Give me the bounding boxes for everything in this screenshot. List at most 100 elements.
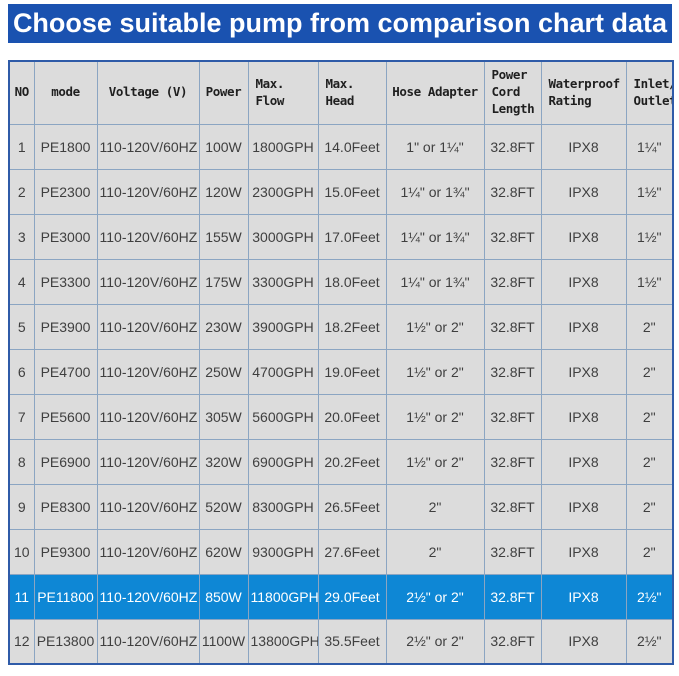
table-row: 8 PE6900 110-120V/60HZ 320W 6900GPH 20.2Feet 1… xyxy=(8,438,674,485)
table-body: 1 PE1800 110-120V/60HZ 100W 1800GPH 14.0Feet 1… xyxy=(8,123,674,665)
cell-power: 175W xyxy=(198,258,249,305)
table-row: 7 PE5600 110-120V/60HZ 305W 5600GPH 20.0Feet 1… xyxy=(8,393,674,440)
col-header-voltage-v: Voltage (V) xyxy=(96,60,200,125)
cell-mode: PE5600 xyxy=(33,393,98,440)
cell-no: 9 xyxy=(8,483,35,530)
cell-voltage-v: 110-120V/60HZ xyxy=(96,393,200,440)
cell-no: 4 xyxy=(8,258,35,305)
cell-inlet-outlet: 2" xyxy=(625,483,674,530)
cell-max-head: 17.0Feet xyxy=(317,213,387,260)
cell-voltage-v: 110-120V/60HZ xyxy=(96,303,200,350)
cell-hose-adapter: 2" xyxy=(385,483,485,530)
col-header-power: Power xyxy=(198,60,249,125)
cell-no: 5 xyxy=(8,303,35,350)
cell-max-flow: 6900GPH xyxy=(247,438,319,485)
cell-voltage-v: 110-120V/60HZ xyxy=(96,483,200,530)
cell-waterproof-rating: IPX8 xyxy=(540,123,627,170)
cell-waterproof-rating: IPX8 xyxy=(540,258,627,305)
cell-power-cord-length: 32.8FT xyxy=(483,438,542,485)
cell-no: 11 xyxy=(8,573,35,620)
cell-max-head: 18.0Feet xyxy=(317,258,387,305)
cell-voltage-v: 110-120V/60HZ xyxy=(96,348,200,395)
col-header-waterproof-rating: Waterproof Rating xyxy=(540,60,627,125)
cell-max-head: 20.2Feet xyxy=(317,438,387,485)
cell-power-cord-length: 32.8FT xyxy=(483,303,542,350)
cell-hose-adapter: 1¼" or 1¾" xyxy=(385,213,485,260)
cell-hose-adapter: 1½" or 2" xyxy=(385,438,485,485)
cell-max-flow: 3000GPH xyxy=(247,213,319,260)
col-header-power-cord-length: Power Cord Length xyxy=(483,60,542,125)
table-header: NO mode Voltage (V) Power Max. Flow Max. Head… xyxy=(8,60,674,125)
cell-power: 155W xyxy=(198,213,249,260)
table-row: 1 PE1800 110-120V/60HZ 100W 1800GPH 14.0Feet 1… xyxy=(8,123,674,170)
table-row: 4 PE3300 110-120V/60HZ 175W 3300GPH 18.0Feet 1… xyxy=(8,258,674,305)
cell-power-cord-length: 32.8FT xyxy=(483,528,542,575)
cell-mode: PE3300 xyxy=(33,258,98,305)
cell-inlet-outlet: 2" xyxy=(625,438,674,485)
cell-mode: PE11800 xyxy=(33,573,98,620)
cell-inlet-outlet: 2½" xyxy=(625,573,674,620)
cell-power-cord-length: 32.8FT xyxy=(483,348,542,395)
cell-power: 120W xyxy=(198,168,249,215)
cell-voltage-v: 110-120V/60HZ xyxy=(96,258,200,305)
cell-max-flow: 2300GPH xyxy=(247,168,319,215)
table-row: 9 PE8300 110-120V/60HZ 520W 8300GPH 26.5Feet 2… xyxy=(8,483,674,530)
cell-voltage-v: 110-120V/60HZ xyxy=(96,573,200,620)
cell-power-cord-length: 32.8FT xyxy=(483,393,542,440)
cell-no: 3 xyxy=(8,213,35,260)
page-title: Choose suitable pump from comparison cha… xyxy=(8,4,672,43)
cell-max-head: 15.0Feet xyxy=(317,168,387,215)
cell-hose-adapter: 2½" or 2" xyxy=(385,573,485,620)
cell-inlet-outlet: 2" xyxy=(625,393,674,440)
cell-waterproof-rating: IPX8 xyxy=(540,438,627,485)
cell-no: 6 xyxy=(8,348,35,395)
cell-inlet-outlet: 2½" xyxy=(625,618,674,665)
cell-power: 100W xyxy=(198,123,249,170)
cell-hose-adapter: 1" or 1¼" xyxy=(385,123,485,170)
col-header-max-flow: Max. Flow xyxy=(247,60,319,125)
cell-waterproof-rating: IPX8 xyxy=(540,303,627,350)
cell-power: 620W xyxy=(198,528,249,575)
cell-no: 1 xyxy=(8,123,35,170)
cell-max-flow: 11800GPH xyxy=(247,573,319,620)
cell-power: 850W xyxy=(198,573,249,620)
cell-waterproof-rating: IPX8 xyxy=(540,168,627,215)
pump-comparison-table: NO mode Voltage (V) Power Max. Flow Max. Head… xyxy=(8,60,674,665)
cell-mode: PE1800 xyxy=(33,123,98,170)
cell-mode: PE6900 xyxy=(33,438,98,485)
cell-hose-adapter: 2½" or 2" xyxy=(385,618,485,665)
cell-no: 7 xyxy=(8,393,35,440)
col-header-max-head: Max. Head xyxy=(317,60,387,125)
cell-hose-adapter: 1½" or 2" xyxy=(385,303,485,350)
cell-inlet-outlet: 1½" xyxy=(625,168,674,215)
table-row: 6 PE4700 110-120V/60HZ 250W 4700GPH 19.0Feet 1… xyxy=(8,348,674,395)
cell-voltage-v: 110-120V/60HZ xyxy=(96,438,200,485)
cell-waterproof-rating: IPX8 xyxy=(540,393,627,440)
cell-hose-adapter: 1½" or 2" xyxy=(385,393,485,440)
cell-inlet-outlet: 1¼" xyxy=(625,123,674,170)
cell-hose-adapter: 1¼" or 1¾" xyxy=(385,168,485,215)
cell-power-cord-length: 32.8FT xyxy=(483,618,542,665)
cell-max-flow: 4700GPH xyxy=(247,348,319,395)
cell-max-flow: 3900GPH xyxy=(247,303,319,350)
cell-max-flow: 13800GPH xyxy=(247,618,319,665)
cell-waterproof-rating: IPX8 xyxy=(540,213,627,260)
cell-power: 230W xyxy=(198,303,249,350)
cell-power: 520W xyxy=(198,483,249,530)
cell-inlet-outlet: 1½" xyxy=(625,213,674,260)
cell-max-head: 29.0Feet xyxy=(317,573,387,620)
cell-hose-adapter: 1¼" or 1¾" xyxy=(385,258,485,305)
cell-mode: PE4700 xyxy=(33,348,98,395)
cell-voltage-v: 110-120V/60HZ xyxy=(96,168,200,215)
cell-max-head: 19.0Feet xyxy=(317,348,387,395)
cell-max-flow: 1800GPH xyxy=(247,123,319,170)
table-row: 11 PE11800 110-120V/60HZ 850W 11800GPH 29.0Fe… xyxy=(8,573,674,620)
cell-inlet-outlet: 1½" xyxy=(625,258,674,305)
cell-inlet-outlet: 2" xyxy=(625,348,674,395)
cell-voltage-v: 110-120V/60HZ xyxy=(96,213,200,260)
cell-inlet-outlet: 2" xyxy=(625,303,674,350)
cell-power: 305W xyxy=(198,393,249,440)
cell-voltage-v: 110-120V/60HZ xyxy=(96,618,200,665)
cell-max-head: 27.6Feet xyxy=(317,528,387,575)
cell-mode: PE3000 xyxy=(33,213,98,260)
